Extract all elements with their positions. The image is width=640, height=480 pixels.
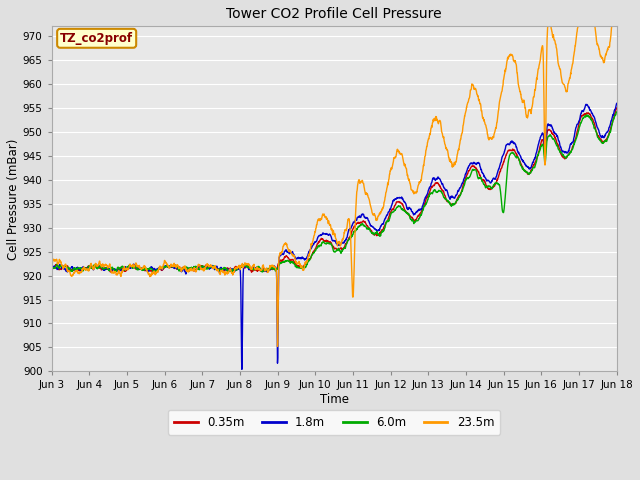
23.5m bbox=[274, 344, 282, 349]
6.0m bbox=[351, 228, 358, 234]
0.35m bbox=[613, 105, 621, 111]
6.0m bbox=[499, 209, 506, 215]
23.5m bbox=[351, 242, 358, 248]
6.0m bbox=[579, 115, 586, 121]
6.0m bbox=[205, 264, 213, 270]
1.8m bbox=[499, 153, 506, 159]
23.5m bbox=[544, 24, 552, 29]
0.35m bbox=[248, 269, 255, 275]
0.35m bbox=[363, 223, 371, 228]
Legend: 0.35m, 1.8m, 6.0m, 23.5m: 0.35m, 1.8m, 6.0m, 23.5m bbox=[168, 410, 500, 434]
0.35m bbox=[205, 264, 213, 270]
6.0m bbox=[48, 267, 56, 273]
Y-axis label: Cell Pressure (mBar): Cell Pressure (mBar) bbox=[7, 138, 20, 260]
Line: 6.0m: 6.0m bbox=[52, 112, 617, 272]
23.5m bbox=[363, 191, 371, 196]
23.5m bbox=[613, 24, 621, 29]
23.5m bbox=[205, 264, 213, 270]
6.0m bbox=[225, 269, 232, 275]
6.0m bbox=[363, 225, 371, 231]
Line: 0.35m: 0.35m bbox=[52, 108, 617, 272]
0.35m bbox=[499, 162, 506, 168]
1.8m bbox=[563, 149, 571, 155]
Line: 23.5m: 23.5m bbox=[52, 26, 617, 347]
1.8m bbox=[205, 266, 213, 272]
Text: TZ_co2prof: TZ_co2prof bbox=[60, 32, 133, 45]
0.35m bbox=[351, 224, 358, 229]
0.35m bbox=[48, 265, 56, 271]
0.35m bbox=[579, 112, 586, 118]
1.8m bbox=[238, 366, 246, 372]
1.8m bbox=[613, 100, 621, 106]
23.5m bbox=[563, 88, 571, 94]
23.5m bbox=[579, 24, 587, 29]
1.8m bbox=[48, 265, 56, 271]
6.0m bbox=[563, 153, 571, 159]
23.5m bbox=[499, 84, 506, 90]
1.8m bbox=[579, 108, 586, 114]
6.0m bbox=[613, 109, 621, 115]
23.5m bbox=[48, 263, 56, 268]
Title: Tower CO2 Profile Cell Pressure: Tower CO2 Profile Cell Pressure bbox=[227, 7, 442, 21]
Line: 1.8m: 1.8m bbox=[52, 103, 617, 369]
0.35m bbox=[563, 155, 571, 160]
1.8m bbox=[363, 215, 371, 220]
1.8m bbox=[351, 219, 358, 225]
X-axis label: Time: Time bbox=[319, 393, 349, 406]
